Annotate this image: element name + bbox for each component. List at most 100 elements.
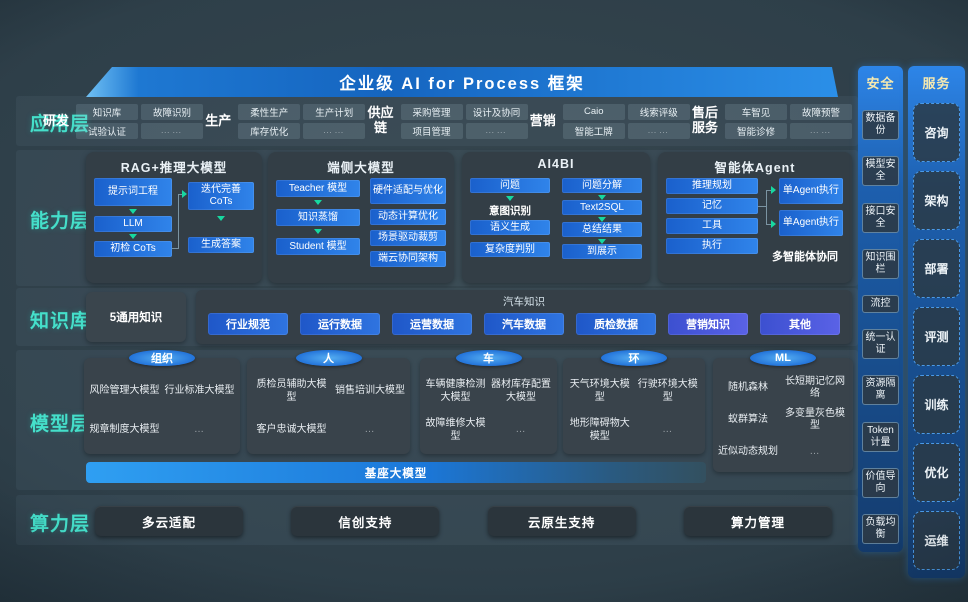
framework-banner: 企业级 AI for Process 框架 [86, 67, 838, 97]
app-group-name: 生产 [205, 112, 232, 128]
ai4bi-summary: 总结结果 [562, 222, 642, 237]
agent-exec-single: 单Agent执行 [779, 178, 843, 204]
edge-flow-distill: 知识蒸馏 [276, 209, 360, 226]
layer-label-compute: 算力层 [29, 514, 90, 535]
model-item: 车辆健康检测大模型 [425, 379, 486, 403]
agent-module: 执行 [666, 238, 758, 254]
connector-line [178, 194, 179, 249]
service-item: 运维 [913, 511, 960, 570]
agent-module: 记忆 [666, 198, 758, 214]
model-group-environment: 环 天气环境大模型 地形障碍物大模型 行驶环境大模型… [563, 350, 705, 454]
model-item: … [662, 424, 674, 436]
model-group-ml: ML 随机森林 蚁群算法 近似动态规划 长短期记忆网络 多变量灰色模型… [713, 350, 853, 472]
agent-exec-single: 单Agent执行 [779, 210, 843, 236]
app-group-name: 售后服务 [691, 105, 718, 135]
app-group: 供应链 采购管理 项目管理 设计及协同 …… [367, 103, 528, 139]
model-items: 车辆健康检测大模型 故障维修大模型 器材库存配置大模型… [425, 372, 552, 450]
security-item: 接口安全 [862, 202, 899, 233]
app-group: 研发 知识库 试验认证 故障识别 …… [42, 103, 203, 139]
app-chip-ellipsis: …… [303, 122, 366, 139]
rag-step-llm: LLM [94, 216, 172, 232]
base-model-bar: 基座大模型 [86, 462, 706, 483]
connector-line [766, 190, 767, 225]
connector-line [172, 248, 179, 249]
arrow-down-icon [314, 200, 322, 205]
arrow-right-icon [771, 186, 776, 194]
model-item: 风险管理大模型 [89, 385, 160, 397]
model-item: 天气环境大模型 [569, 379, 630, 403]
ai4bi-text2sql: Text2SQL [562, 200, 642, 215]
edge-feature: 硬件适配与优化 [370, 178, 446, 204]
compute-buttons: 多云适配 信创支持 云原生支持 算力管理 [95, 506, 832, 536]
model-items: 风险管理大模型 规章制度大模型 行业标准大模型… [89, 372, 235, 450]
app-chip: 库存优化 [238, 122, 301, 139]
panel-agent-title: 智能体Agent [714, 161, 796, 175]
panel-agent: 智能体Agent 推理规划 记忆 工具 执行 单Agent执行 单Agent执行… [658, 152, 852, 283]
ai4bi-display: 到展示 [562, 244, 642, 259]
panel-ai4bi: AI4BI 问题 意图识别 语义生成 复杂度判别 问题分解 Text2SQL 总… [462, 152, 650, 283]
connector-line [758, 206, 766, 207]
ai4bi-decompose: 问题分解 [562, 178, 642, 193]
service-title: 服务 [922, 76, 951, 91]
ai4bi-intent: 意图识别 [489, 205, 531, 217]
model-items: 天气环境大模型 地形障碍物大模型 行驶环境大模型… [568, 372, 700, 450]
service-item: 训练 [913, 375, 960, 434]
model-pill-environment: 环 [601, 350, 667, 366]
app-chip: 车智见 [725, 103, 787, 120]
service-column: 服务 咨询 架构 部署 评测 训练 优化 运维 [908, 66, 965, 578]
agent-caption: 多智能体协同 [772, 251, 838, 263]
security-item: 知识围栏 [862, 248, 899, 279]
compute-button: 算力管理 [683, 506, 832, 536]
model-items: 随机森林 蚁群算法 近似动态规划 长短期记忆网络 多变量灰色模型… [718, 372, 848, 468]
service-item: 架构 [913, 171, 960, 230]
ai4bi-complexity: 复杂度判别 [470, 242, 550, 257]
banner-title: 企业级 AI for Process 框架 [339, 75, 585, 93]
app-chip: 试验认证 [76, 122, 138, 139]
knowledge-chip: 质检数据 [576, 313, 656, 335]
app-group-chips: Caio 智能工牌 线索评级 …… [562, 103, 690, 139]
model-group-person: 人 质检员辅助大模型 客户忠诚大模型 销售培训大模型… [247, 350, 410, 454]
app-group-chips: 车智见 智能诊修 故障预警 …… [725, 103, 852, 139]
rag-step-prompt: 提示词工程 [94, 178, 172, 206]
model-item: 器材库存配置大模型 [491, 379, 551, 403]
app-chip-ellipsis: …… [790, 122, 852, 139]
arrow-right-icon [182, 190, 187, 198]
model-item: 长短期记忆网络 [785, 375, 845, 400]
rag-step-draft: 初检 CoTs [94, 241, 172, 257]
knowledge-chips: 行业规范 运行数据 运营数据 汽车数据 质检数据 营销知识 其他 [208, 313, 840, 335]
arrow-right-icon [771, 220, 776, 228]
model-item: 行业标准大模型 [164, 385, 235, 397]
agent-module: 推理规划 [666, 178, 758, 194]
app-chip: 设计及协同 [465, 103, 528, 120]
model-item: 规章制度大模型 [89, 424, 160, 436]
model-items: 质检员辅助大模型 客户忠诚大模型 销售培训大模型… [252, 372, 406, 450]
app-group-chips: 知识库 试验认证 故障识别 …… [76, 103, 203, 139]
panel-ai4bi-title: AI4BI [537, 157, 575, 171]
knowledge-chip: 运营数据 [392, 313, 472, 335]
knowledge-general-box: 5通用知识 [86, 292, 186, 342]
application-groups: 研发 知识库 试验认证 故障识别 …… 生产 柔性生产 库存优化 生产计划 …… [42, 97, 852, 145]
security-item: 流控 [862, 294, 899, 313]
model-item: … [515, 424, 527, 436]
security-item: 资源隔离 [862, 375, 899, 406]
agent-module: 工具 [666, 218, 758, 234]
app-group-name: 供应链 [367, 105, 394, 135]
model-item: 销售培训大模型 [335, 385, 405, 397]
model-item: 蚁群算法 [728, 413, 768, 425]
compute-button: 信创支持 [291, 506, 440, 536]
model-item: 多变量灰色模型 [785, 407, 845, 432]
knowledge-chip: 运行数据 [300, 313, 380, 335]
service-item: 部署 [913, 239, 960, 298]
security-item: 价值导向 [862, 467, 899, 498]
edge-feature: 场景驱动裁剪 [370, 230, 446, 246]
model-item: 随机森林 [728, 381, 768, 393]
app-group-chips: 采购管理 项目管理 设计及协同 …… [400, 103, 528, 139]
security-item: Token计量 [862, 421, 899, 452]
model-item: 地形障碍物大模型 [569, 418, 630, 442]
app-chip: 采购管理 [400, 103, 463, 120]
edge-feature: 端云协同架构 [370, 251, 446, 267]
rag-step-iterate: 迭代完善CoTs [188, 182, 254, 210]
service-item: 优化 [913, 443, 960, 502]
app-chip: 项目管理 [400, 122, 463, 139]
